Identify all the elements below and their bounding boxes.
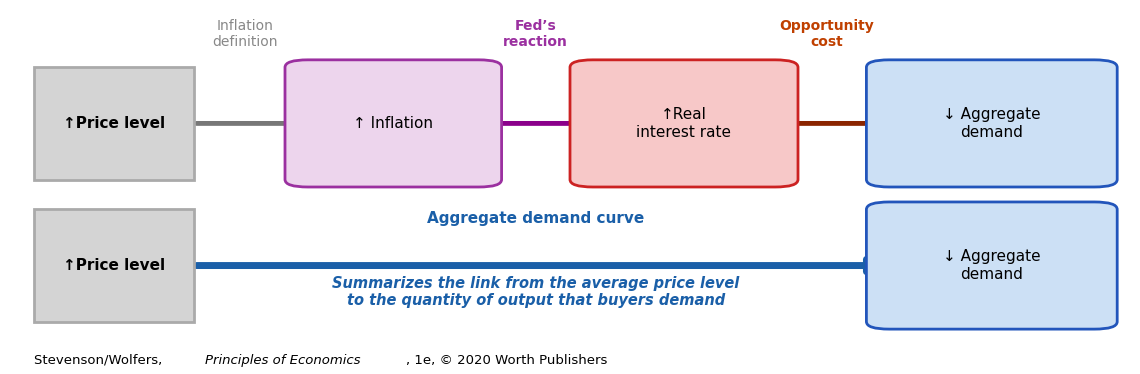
Text: ↑Real
interest rate: ↑Real interest rate [636, 107, 732, 140]
Text: Inflation
definition: Inflation definition [212, 19, 278, 49]
FancyBboxPatch shape [570, 60, 798, 187]
Text: Fed’s
reaction: Fed’s reaction [504, 19, 568, 49]
Text: ↓ Aggregate
demand: ↓ Aggregate demand [943, 107, 1041, 140]
FancyBboxPatch shape [285, 60, 502, 187]
Text: ↑Price level: ↑Price level [63, 258, 165, 273]
Text: ↑Price level: ↑Price level [63, 116, 165, 131]
Text: Summarizes the link from the average price level
to the quantity of output that : Summarizes the link from the average pri… [332, 276, 740, 308]
FancyBboxPatch shape [34, 67, 194, 180]
FancyBboxPatch shape [866, 60, 1117, 187]
Text: Stevenson/Wolfers,: Stevenson/Wolfers, [34, 353, 166, 367]
Text: , 1e, © 2020 Worth Publishers: , 1e, © 2020 Worth Publishers [406, 353, 608, 367]
FancyBboxPatch shape [866, 202, 1117, 329]
Text: Aggregate demand curve: Aggregate demand curve [428, 211, 644, 226]
Text: Opportunity
cost: Opportunity cost [779, 19, 874, 49]
Text: ↓ Aggregate
demand: ↓ Aggregate demand [943, 249, 1041, 282]
Text: ↑ Inflation: ↑ Inflation [353, 116, 433, 131]
Text: Principles of Economics: Principles of Economics [205, 353, 360, 367]
FancyBboxPatch shape [34, 209, 194, 322]
